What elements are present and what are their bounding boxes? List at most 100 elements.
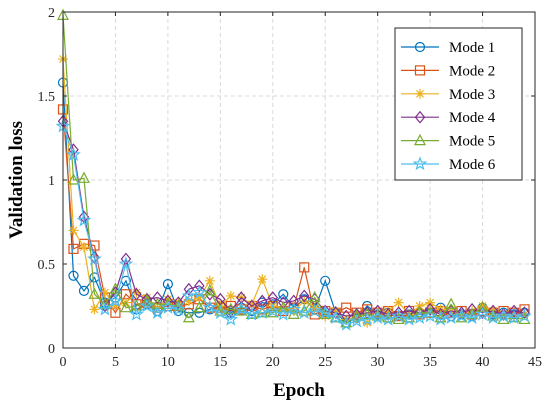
data-point: [183, 282, 195, 296]
data-point: [403, 304, 415, 318]
data-point: [89, 304, 100, 315]
data-point: [202, 299, 218, 314]
data-point: [267, 291, 279, 305]
data-point: [110, 301, 121, 311]
data-point: [76, 212, 92, 227]
data-point: [119, 300, 132, 313]
x-tick-label: 35: [423, 355, 437, 370]
legend-label: Mode 6: [449, 157, 496, 173]
data-point: [183, 295, 194, 306]
data-point: [475, 306, 490, 321]
data-point: [351, 312, 362, 323]
data-point: [362, 317, 373, 328]
data-point: [456, 309, 467, 320]
x-tick-label: 15: [213, 355, 227, 370]
x-tick-label: 5: [112, 355, 119, 370]
data-point: [476, 300, 489, 313]
legend-marker: [414, 133, 426, 146]
data-point: [109, 282, 122, 294]
data-point: [443, 310, 459, 324]
x-tick-label: 40: [476, 355, 490, 370]
data-point: [508, 304, 520, 318]
data-point: [194, 279, 205, 293]
legend-item: Mode 3: [401, 87, 495, 103]
data-point: [445, 304, 457, 318]
data-point: [171, 301, 186, 316]
data-point: [66, 147, 81, 162]
data-point: [350, 309, 363, 321]
axis-ticks: 0 5 10 15 20 25 30 35 40 45 0 0.5 1 1.5 2: [38, 6, 543, 370]
y-tick-label: 2: [48, 6, 55, 21]
legend-label: Mode 4: [449, 110, 496, 126]
data-point: [433, 311, 448, 326]
data-point: [254, 305, 270, 319]
data-point: [370, 310, 385, 324]
data-point: [139, 298, 155, 313]
x-tick-label: 10: [161, 355, 175, 370]
y-tick-label: 0.5: [38, 258, 56, 273]
data-point: [68, 270, 79, 281]
legend-item: Mode 5: [401, 134, 495, 150]
data-point: [422, 308, 438, 323]
data-point: [68, 225, 79, 236]
data-point: [286, 301, 302, 316]
data-point: [97, 301, 113, 316]
data-point: [233, 301, 249, 316]
data-point: [87, 251, 102, 266]
data-point: [296, 305, 312, 319]
data-point: [424, 305, 437, 318]
legend-marker: [414, 41, 426, 53]
x-tick-label: 45: [528, 355, 542, 370]
data-point: [204, 275, 215, 286]
data-point: [298, 289, 310, 303]
data-point: [299, 262, 310, 273]
data-point: [203, 284, 216, 296]
data-point: [506, 310, 522, 324]
y-tick-label: 1: [48, 174, 55, 189]
data-point: [445, 297, 458, 309]
data-point: [244, 306, 260, 321]
data-point: [341, 302, 352, 313]
data-point: [78, 242, 89, 253]
data-point: [454, 308, 469, 323]
y-tick-label: 1.5: [38, 90, 56, 105]
data-point: [88, 287, 101, 299]
data-point: [152, 291, 163, 305]
data-point: [320, 275, 331, 286]
data-point: [278, 289, 289, 300]
data-point: [277, 300, 290, 313]
data-point: [288, 306, 299, 317]
data-point: [517, 308, 532, 323]
data-point: [477, 306, 488, 320]
data-point: [140, 294, 153, 306]
data-point: [118, 256, 134, 271]
data-point: [193, 300, 206, 313]
data-point: [257, 274, 268, 285]
legend-label: Mode 2: [449, 63, 495, 79]
y-tick-label: 0: [48, 342, 55, 357]
data-point: [328, 310, 344, 324]
data-point: [424, 302, 436, 316]
data-point: [129, 306, 144, 321]
data-point: [349, 313, 365, 328]
legend-marker: [414, 110, 426, 124]
data-point: [213, 305, 228, 319]
data-point: [162, 279, 173, 290]
data-point: [162, 294, 174, 308]
x-axis-label: Epoch: [273, 380, 325, 401]
data-point: [466, 307, 479, 319]
data-point: [391, 308, 406, 323]
data-point: [204, 287, 216, 301]
data-point: [359, 311, 375, 326]
data-point: [412, 310, 427, 324]
data-point: [338, 316, 354, 331]
legend-box: [394, 27, 523, 181]
data-point: [485, 310, 501, 324]
data-point: [246, 299, 258, 313]
data-point: [225, 290, 236, 301]
data-point: [308, 290, 321, 303]
data-point: [413, 305, 426, 318]
x-tick-label: 0: [60, 355, 67, 370]
data-point: [246, 299, 257, 310]
data-point: [108, 293, 123, 308]
